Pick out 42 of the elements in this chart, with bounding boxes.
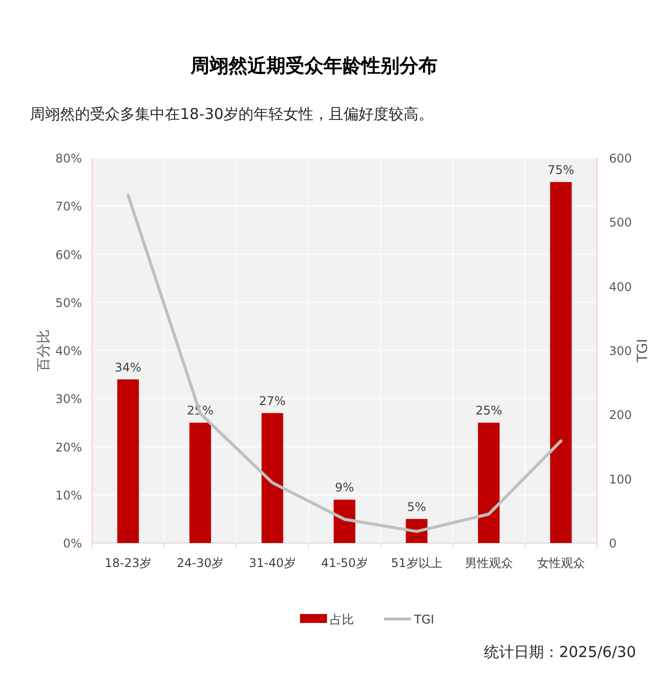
y2-tick-label: 400 <box>609 280 632 294</box>
bar <box>117 379 139 543</box>
x-tick-label: 24-30岁 <box>176 556 224 570</box>
y2-tick-label: 100 <box>609 472 632 486</box>
bar <box>189 422 212 543</box>
x-tick-label: 男性观众 <box>464 556 513 570</box>
y-tick-label: 50% <box>55 296 82 310</box>
bar <box>478 422 500 543</box>
data-label: 34% <box>114 360 142 374</box>
x-tick-label: 女性观众 <box>536 556 585 570</box>
y2-tick-label: 0 <box>609 536 617 550</box>
data-label: 27% <box>259 394 286 408</box>
data-label: 5% <box>407 500 426 514</box>
y-tick-label: 70% <box>55 200 82 214</box>
y2-tick-label: 500 <box>609 216 632 230</box>
chart-title: 周翊然近期受众年龄性别分布 <box>190 55 438 77</box>
y2-tick-label: 300 <box>609 344 632 358</box>
bar <box>550 182 572 543</box>
chart-subtitle: 周翊然的受众多集中在18-30岁的年轻女性，且偏好度较高。 <box>30 105 434 123</box>
text: 统计日期：2025/6/30 <box>484 643 636 661</box>
y-tick-label: 60% <box>55 248 82 262</box>
bar <box>262 413 284 543</box>
y-tick-label: 80% <box>55 152 82 166</box>
data-label: 75% <box>548 163 574 178</box>
data-label: 25% <box>475 404 502 418</box>
y-tick-label: 0% <box>62 536 82 550</box>
y-tick-label: 30% <box>55 392 82 406</box>
x-tick-label: 41-50岁 <box>321 556 368 570</box>
y-tick-label: 10% <box>55 488 82 502</box>
y-tick-label: 20% <box>55 440 82 454</box>
y2-tick-label: 200 <box>609 408 632 422</box>
legend-label: 占比 <box>330 612 354 626</box>
x-tick-label: 31-40岁 <box>248 556 296 570</box>
y-tick-label: 40% <box>55 344 82 358</box>
data-label: 9% <box>334 480 354 495</box>
y2-tick-label: 600 <box>609 152 632 166</box>
bar <box>334 500 356 543</box>
y2-axis-title: TGI <box>635 338 651 364</box>
x-tick-label: 51岁以上 <box>391 556 442 570</box>
legend-label: TGI <box>413 612 434 626</box>
y-axis-title: 百分比 <box>36 330 52 372</box>
x-tick-label: 18-23岁 <box>104 556 152 570</box>
